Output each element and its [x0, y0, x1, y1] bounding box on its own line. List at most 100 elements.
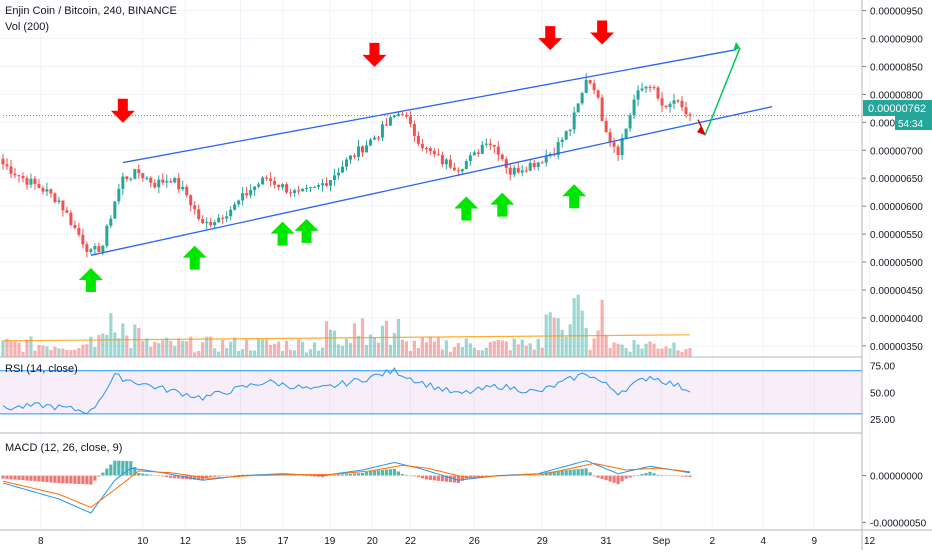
candle-body — [13, 173, 17, 176]
volume-bar — [532, 349, 536, 357]
macd-histogram-bar — [604, 475, 608, 481]
candle-body — [313, 186, 317, 188]
candle-body — [680, 100, 684, 108]
forecast-up-arrowhead-icon — [733, 42, 740, 52]
volume-bar — [480, 350, 484, 357]
candle-body — [217, 217, 221, 223]
candle-body — [604, 120, 608, 133]
candle-body — [337, 172, 341, 176]
candle-body — [165, 181, 169, 183]
macd-histogram-bar — [161, 475, 165, 477]
price-axis-label: 0.00000900 — [870, 35, 923, 46]
candle-body — [77, 227, 81, 235]
volume-bar — [189, 336, 193, 357]
candle-body — [492, 145, 496, 147]
candle-body — [460, 169, 464, 172]
candle-body — [209, 222, 213, 226]
candle-body — [113, 201, 117, 219]
volume-bar — [213, 348, 217, 357]
volume-bar — [205, 336, 209, 357]
candle-body — [129, 178, 133, 180]
time-axis-label: 10 — [137, 536, 149, 547]
candle-body — [189, 195, 193, 206]
macd-histogram-bar — [568, 469, 572, 476]
volume-bar — [81, 344, 85, 357]
volume-bar — [412, 340, 417, 357]
candle-body — [384, 124, 388, 126]
macd-histogram-bar — [157, 475, 161, 477]
volume-bar — [157, 343, 161, 357]
volume-bar — [273, 343, 277, 357]
macd-histogram-bar — [400, 474, 405, 476]
volume-bar — [21, 351, 25, 357]
macd-histogram-bar — [396, 471, 401, 476]
time-axis-label: 22 — [405, 536, 417, 547]
candle-body — [285, 184, 289, 193]
candle-body — [41, 188, 45, 192]
rsi-line — [2, 367, 691, 415]
macd-histogram-bar — [620, 475, 624, 482]
volume-bar — [420, 337, 424, 357]
macd-histogram-bar — [572, 469, 576, 476]
symbol-title[interactable]: Enjin Coin / Bitcoin, 240, BINANCE — [5, 5, 177, 17]
candle-body — [73, 224, 77, 228]
support-up-arrow-icon — [294, 218, 319, 243]
resistance-down-arrow-icon — [110, 98, 135, 123]
volume-bar — [185, 341, 189, 357]
volume-bar — [548, 312, 552, 357]
macd-histogram-bar — [344, 474, 349, 476]
time-axis-label: 4 — [760, 536, 766, 547]
volume-bar — [516, 344, 520, 357]
candle-body — [341, 166, 345, 173]
volume-label[interactable]: Vol (200) — [5, 21, 49, 33]
price-tag-value: 0.00000762 — [868, 103, 926, 115]
volume-bar — [249, 350, 253, 357]
volume-bar — [241, 349, 245, 357]
macd-histogram-bar — [221, 475, 225, 477]
candle-body — [169, 181, 173, 183]
candle-body — [456, 170, 460, 172]
macd-histogram-bar — [368, 471, 373, 476]
macd-histogram-bar — [584, 468, 588, 476]
candle-body — [400, 114, 404, 116]
candle-body — [408, 116, 412, 124]
candle-body — [392, 115, 396, 118]
candle-body — [484, 143, 488, 145]
rsi-axis-label: 25.00 — [870, 415, 895, 426]
rsi-label[interactable]: RSI (14, close) — [5, 363, 78, 375]
macd-label[interactable]: MACD (12, 26, close, 9) — [5, 442, 122, 454]
candle-body — [149, 177, 153, 183]
rsi-band — [0, 370, 862, 414]
candle-body — [293, 190, 297, 194]
macd-histogram-bar — [1, 475, 5, 479]
candle-body — [564, 131, 568, 140]
rsi-axis-label: 50.00 — [870, 388, 895, 399]
macd-histogram-bar — [688, 475, 692, 478]
candle-body — [636, 90, 640, 100]
volume-bar — [588, 349, 592, 357]
candle-body — [1, 158, 5, 165]
volume-bar — [253, 350, 257, 357]
candle-body — [33, 178, 37, 185]
volume-bar — [57, 348, 61, 357]
candle-body — [157, 179, 161, 188]
candle-body — [616, 146, 620, 156]
candle-body — [21, 175, 25, 179]
macd-histogram-bar — [109, 464, 113, 476]
macd-histogram-bar — [288, 474, 293, 476]
volume-bar — [624, 347, 628, 357]
macd-histogram-bar — [596, 475, 600, 478]
candle-body — [185, 186, 189, 196]
macd-histogram-bar — [356, 473, 361, 476]
candle-body — [504, 159, 508, 168]
candle-body — [245, 193, 249, 196]
volume-bar — [101, 333, 105, 357]
volume-bar — [396, 318, 401, 357]
candle-body — [305, 187, 309, 189]
volume-bar — [408, 350, 413, 357]
volume-bar — [424, 342, 428, 357]
candle-body — [125, 176, 129, 180]
candle-body — [69, 212, 73, 225]
